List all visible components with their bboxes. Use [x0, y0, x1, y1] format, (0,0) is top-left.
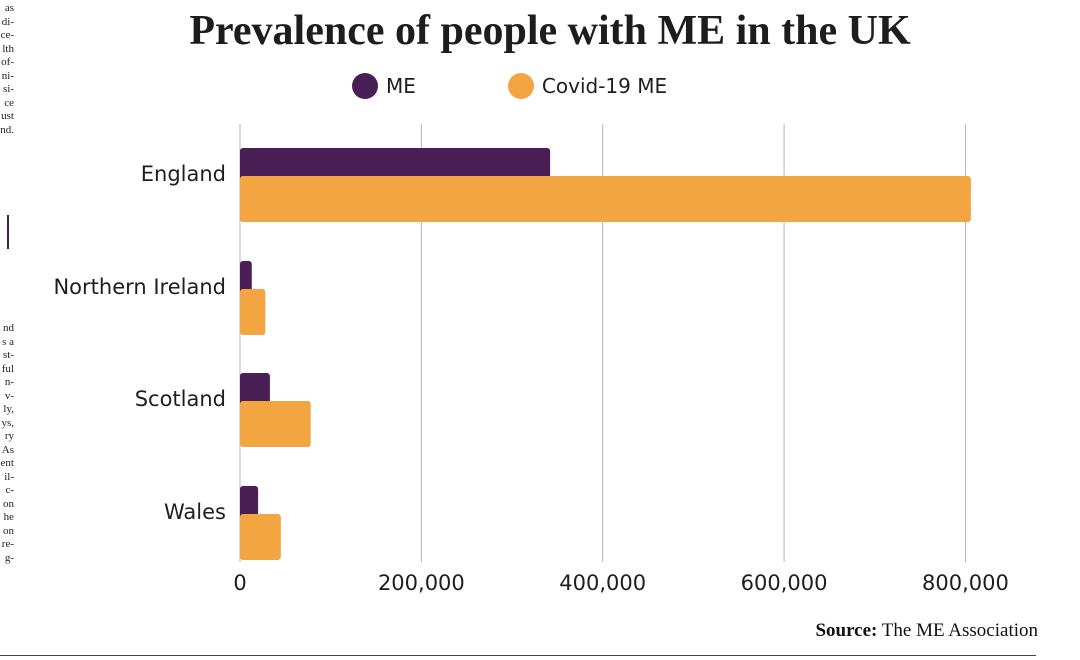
- category-label-scotland: Scotland: [135, 387, 226, 411]
- bar-covid-19-me-scotland: [240, 401, 311, 447]
- adjacent-article-column: as di- ce- lth of- ni- si- ce ust nd. nd…: [0, 0, 16, 660]
- bottom-rule: [0, 655, 1036, 656]
- bar-covid-19-me-northern-ireland: [240, 289, 266, 335]
- x-tick-label-200000: 200,000: [378, 571, 465, 595]
- bar-covid-19-me-wales: [240, 514, 281, 560]
- chart-title: Prevalence of people with ME in the UK: [189, 8, 911, 54]
- legend-swatch-covid-me: [507, 73, 534, 99]
- legend-swatch-me: [352, 73, 378, 99]
- chart-legend: ME Covid-19 ME: [352, 70, 759, 102]
- legend-item-covid-me: Covid-19 ME: [507, 73, 668, 99]
- source-credit: Source: The ME Association: [815, 620, 1038, 642]
- legend-label-me: ME: [386, 74, 416, 98]
- source-text: The ME Association: [881, 620, 1038, 641]
- category-label-england: England: [141, 162, 226, 186]
- column-divider: [0, 215, 9, 249]
- x-tick-label-600000: 600,000: [741, 571, 828, 595]
- x-tick-label-0: 0: [233, 571, 246, 595]
- category-label-wales: Wales: [164, 500, 226, 524]
- x-tick-label-400000: 400,000: [559, 571, 646, 595]
- x-tick-label-800000: 800,000: [922, 571, 1009, 595]
- category-label-northern-ireland: Northern Ireland: [53, 275, 226, 299]
- legend-item-me: ME: [352, 73, 416, 99]
- column-text-top: as di- ce- lth of- ni- si- ce ust nd.: [0, 2, 14, 136]
- bar-covid-19-me-england: [240, 176, 971, 222]
- source-label: Source:: [815, 620, 878, 641]
- legend-label-covid-me: Covid-19 ME: [541, 74, 668, 98]
- column-text-bottom: nd s a st- ful n- v- ly, ys, ry As ent i…: [0, 322, 14, 564]
